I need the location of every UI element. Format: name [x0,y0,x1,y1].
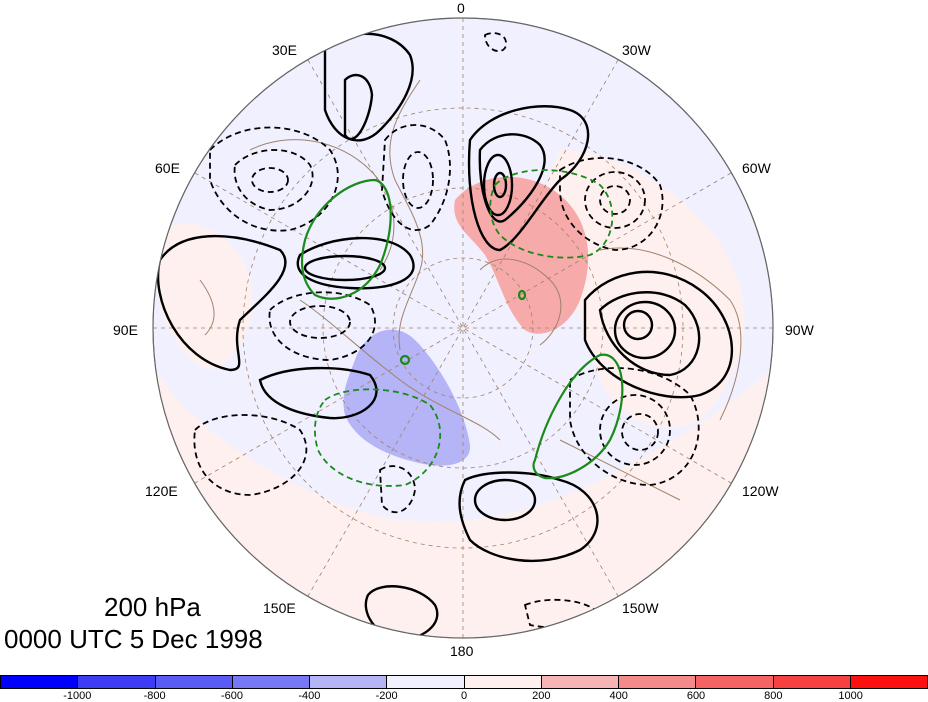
light-pink-region-west [155,223,253,370]
lon-label-120e: 120E [145,483,178,499]
colorbar-swatch [464,676,542,688]
colorbar-tick-label: -400 [298,690,321,702]
colorbar-swatch [696,676,774,688]
green-dashed-contours [314,169,614,487]
colorbar-tick-label: -1000 [63,690,92,702]
colorbar-swatch [232,676,310,688]
colorbar-swatch [850,676,927,688]
colorbar-tick-label: 200 [532,690,551,702]
lon-label-120w: 120W [742,483,779,499]
blue-anomaly-region [343,329,471,466]
colorbar-swatch [773,676,851,688]
lon-label-30w: 30W [622,42,651,58]
coastlines [199,79,742,501]
colorbar-tick-label: 0 [460,690,468,702]
lon-label-150e: 150E [263,600,296,616]
green-contours [300,178,624,480]
lon-label-60w: 60W [742,160,771,176]
lon-label-180: 180 [450,643,474,659]
colorbar-swatch [541,676,619,688]
lon-label-60e: 60E [155,160,180,176]
pressure-level-caption: 200 hPa [104,592,201,622]
colorbar-tick-label: 600 [686,690,706,702]
lon-label-90w: 90W [785,322,814,338]
graticule [153,18,773,638]
colorbar-swatch [1,676,79,688]
colorbar-tick-label: -800 [143,690,166,702]
timestamp-caption: 0000 UTC 5 Dec 1998 [4,624,263,654]
colorbar-swatch [155,676,233,688]
map-border [152,17,774,639]
lon-label-30e: 30E [272,42,297,58]
colorbar-swatch [78,676,156,688]
colorbar-tick-label: -200 [375,690,398,702]
colorbar-swatch [619,676,697,688]
pink-anomaly-region [454,176,589,334]
colorbar-tick-label: 400 [609,690,628,702]
colorbar-tick-label: 800 [764,690,783,702]
colorbar-swatch [310,676,388,688]
lon-label-0: 0 [457,0,465,16]
colorbar-swatch [387,676,465,688]
colorbar-tick-label: 1000 [838,690,863,702]
colorbar [0,675,928,689]
negative-contours [193,32,700,629]
lon-label-90e: 90E [113,322,138,338]
colorbar-tick-label: -600 [220,690,244,702]
lon-label-150w: 150W [622,600,659,616]
